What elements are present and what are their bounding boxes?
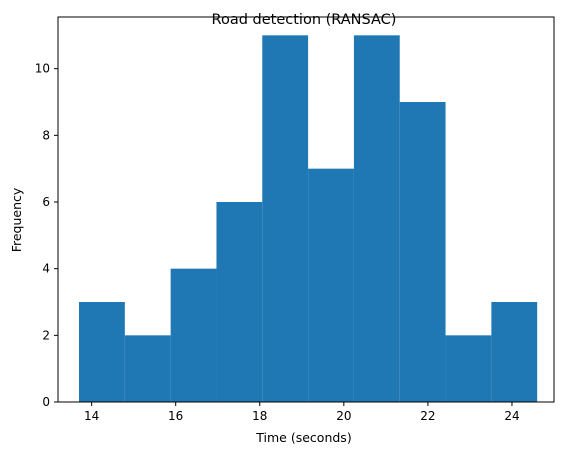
bars-group bbox=[79, 35, 538, 402]
histogram-bar-10 bbox=[491, 302, 538, 402]
histogram-bar-1 bbox=[79, 302, 125, 402]
histogram-bar-3 bbox=[170, 268, 217, 402]
y-tick-label: 4 bbox=[42, 262, 50, 276]
y-tick-label: 2 bbox=[42, 328, 50, 342]
y-tick-label: 8 bbox=[42, 128, 50, 142]
x-axis-ticks: 14 16 18 20 22 24 bbox=[84, 402, 520, 423]
y-tick-label: 0 bbox=[42, 395, 50, 409]
histogram-bar-6 bbox=[308, 168, 354, 402]
x-tick-label: 16 bbox=[168, 409, 183, 423]
y-axis-label: Frequency bbox=[9, 187, 24, 252]
histogram-bar-2 bbox=[124, 335, 171, 402]
histogram-bar-4 bbox=[216, 202, 263, 402]
x-tick-label: 18 bbox=[252, 409, 267, 423]
histogram-bar-8 bbox=[399, 102, 446, 402]
x-tick-label: 14 bbox=[84, 409, 99, 423]
x-tick-label: 22 bbox=[420, 409, 435, 423]
x-tick-label: 24 bbox=[504, 409, 519, 423]
chart-title: Road detection (RANSAC) bbox=[212, 12, 397, 28]
histogram-bar-7 bbox=[353, 35, 400, 402]
x-tick-label: 20 bbox=[336, 409, 351, 423]
y-axis-ticks: 0 2 4 6 8 10 bbox=[35, 62, 58, 409]
x-axis-label: Time (seconds) bbox=[255, 430, 351, 445]
y-tick-label: 6 bbox=[42, 195, 50, 209]
histogram-bar-9 bbox=[445, 335, 492, 402]
plot-frame bbox=[57, 16, 555, 403]
histogram-bar-5 bbox=[262, 35, 309, 402]
y-tick-label: 10 bbox=[35, 62, 50, 76]
